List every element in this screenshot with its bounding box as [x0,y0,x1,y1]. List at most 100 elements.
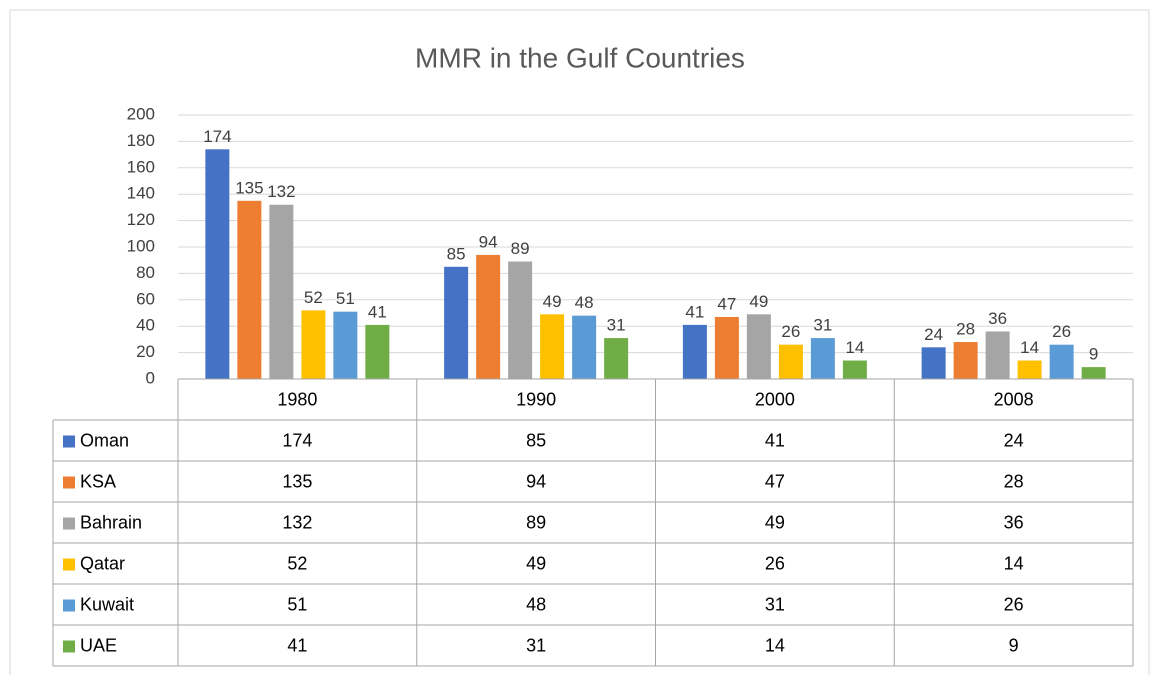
chart-frame [9,9,1150,675]
table-value: 26 [1004,594,1024,614]
data-label: 41 [368,302,387,321]
data-label: 47 [717,294,736,313]
bar [953,342,978,379]
table-value: 41 [287,635,307,655]
y-tick-label: 0 [146,368,155,387]
bar [237,200,262,379]
bar [333,311,358,379]
data-label: 132 [267,182,295,201]
y-tick-label: 140 [127,184,155,203]
data-label: 28 [956,320,975,339]
bar [746,314,771,379]
data-label: 36 [988,309,1007,328]
bar [1081,367,1106,379]
bar [269,204,294,379]
table-value: 14 [1004,553,1024,573]
data-label: 9 [1089,345,1098,364]
legend-key [63,558,75,571]
bar [604,338,629,379]
bar [714,316,739,379]
legend-label: KSA [80,471,116,491]
data-label: 89 [511,239,530,258]
table-value: 94 [526,471,546,491]
legend-key [63,435,75,448]
table-value: 89 [526,512,546,532]
bar [842,360,867,379]
legend-label: Bahrain [80,512,142,532]
table-value: 9 [1009,635,1019,655]
legend-key [63,476,75,489]
table-value: 24 [1004,430,1024,450]
bar [508,261,533,379]
data-label: 49 [543,292,562,311]
table-value: 28 [1004,471,1024,491]
table-value: 26 [765,553,785,573]
bar [365,324,390,379]
bar [1017,360,1042,379]
y-tick-label: 180 [127,131,155,150]
data-label: 94 [479,232,498,251]
y-tick-label: 100 [127,236,155,255]
data-label: 174 [203,127,231,146]
bar [476,254,501,379]
data-label: 135 [235,178,263,197]
x-tick-label: 2000 [755,389,795,409]
table-value: 49 [526,553,546,573]
data-label: 14 [845,338,864,357]
table-value: 85 [526,430,546,450]
y-tick-label: 80 [136,263,155,282]
table-value: 52 [287,553,307,573]
table-value: 31 [765,594,785,614]
bar [682,324,707,379]
table-value: 36 [1004,512,1024,532]
data-label: 31 [813,316,832,335]
y-tick-label: 200 [127,104,155,123]
bar [1049,344,1074,379]
bar [301,310,326,379]
data-label: 26 [781,322,800,341]
legend-label: Kuwait [80,594,134,614]
bar [921,347,946,379]
table-value: 132 [282,512,312,532]
table-value: 135 [282,471,312,491]
x-tick-label: 1990 [516,389,556,409]
bar [985,331,1010,379]
table-value: 41 [765,430,785,450]
data-label: 52 [304,288,323,307]
data-label: 51 [336,289,355,308]
legend-key [63,517,75,530]
data-label: 26 [1052,322,1071,341]
data-label: 14 [1020,338,1039,357]
x-tick-label: 2008 [994,389,1034,409]
table-value: 48 [526,594,546,614]
x-tick-label: 1980 [277,389,317,409]
table-value: 47 [765,471,785,491]
y-tick-label: 20 [136,342,155,361]
bar [572,315,597,379]
table-value: 31 [526,635,546,655]
y-tick-label: 160 [127,157,155,176]
bar [205,149,230,379]
bar [444,266,469,379]
data-label: 31 [607,316,626,335]
table-value: 51 [287,594,307,614]
table-value: 14 [765,635,785,655]
table-value: 49 [765,512,785,532]
data-label: 85 [447,244,466,263]
data-label: 48 [575,293,594,312]
table-value: 174 [282,430,312,450]
legend-key [63,640,75,653]
data-label: 49 [749,292,768,311]
y-tick-label: 60 [136,289,155,308]
bar [778,344,803,379]
legend-label: UAE [80,635,117,655]
bar [540,314,565,379]
y-tick-label: 120 [127,210,155,229]
legend-label: Qatar [80,553,125,573]
data-label: 41 [685,302,704,321]
y-tick-label: 40 [136,316,155,335]
legend-key [63,599,75,612]
data-label: 24 [924,325,943,344]
legend-label: Oman [80,430,129,450]
